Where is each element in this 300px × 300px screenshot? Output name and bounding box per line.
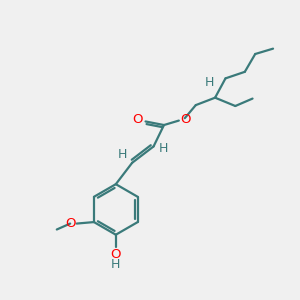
Text: O: O [180, 112, 190, 126]
Text: O: O [111, 248, 121, 261]
Text: O: O [65, 217, 76, 230]
Text: H: H [205, 76, 214, 89]
Text: O: O [133, 113, 143, 127]
Text: H: H [111, 259, 121, 272]
Text: H: H [118, 148, 127, 161]
Text: H: H [159, 142, 168, 155]
